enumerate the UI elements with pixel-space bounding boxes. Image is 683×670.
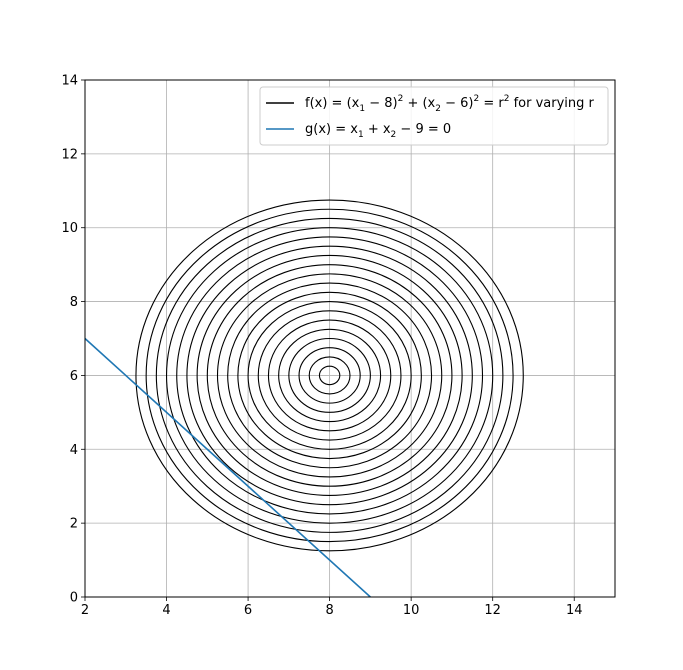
contour-circle <box>145 208 514 543</box>
contour-circle <box>186 245 473 506</box>
contour-circle <box>135 199 524 552</box>
contour-circle <box>247 301 412 450</box>
legend: f(x) = (x1 − 8)2 + (x2 − 6)2 = r2 for va… <box>259 86 609 146</box>
contour-circle <box>165 227 494 524</box>
y-tick-label: 14 <box>61 74 78 89</box>
y-tick-label: 12 <box>61 147 78 162</box>
plot-frame <box>84 79 616 598</box>
contour-circle <box>267 319 392 432</box>
constraint-line <box>85 337 371 597</box>
contour-circle <box>278 328 382 423</box>
y-tick-label: 6 <box>70 369 78 384</box>
x-tick-label: 6 <box>244 603 252 618</box>
contour-circle <box>196 254 463 496</box>
contour-circle <box>155 217 504 533</box>
x-tick-label: 14 <box>566 603 583 618</box>
plot-data <box>85 199 524 597</box>
x-tick-label: 8 <box>325 603 333 618</box>
x-tick-label: 12 <box>484 603 501 618</box>
contour-circle <box>176 236 484 515</box>
y-tick-label: 8 <box>70 295 78 310</box>
contour-circle <box>257 310 402 441</box>
y-tick-label: 0 <box>70 591 78 606</box>
y-tick-label: 4 <box>70 443 78 458</box>
legend-label-g: g(x) = x1 + x2 − 9 = 0 <box>305 122 451 140</box>
contour-circle <box>237 291 422 460</box>
legend-label-f: f(x) = (x1 − 8)2 + (x2 − 6)2 = r2 for va… <box>305 94 595 114</box>
x-tick-label: 2 <box>81 603 89 618</box>
contour-circle <box>227 282 433 469</box>
legend-box <box>259 86 609 146</box>
x-tick-label: 10 <box>403 603 420 618</box>
contour-circle <box>308 356 351 395</box>
contour-circle <box>298 347 361 404</box>
x-tick-label: 4 <box>162 603 170 618</box>
y-tick-label: 10 <box>61 221 78 236</box>
y-tick-label: 2 <box>70 517 78 532</box>
contour-circle <box>318 365 341 386</box>
contour-circle <box>216 273 443 478</box>
contour-circle <box>206 264 453 487</box>
contour-circle <box>288 337 371 413</box>
